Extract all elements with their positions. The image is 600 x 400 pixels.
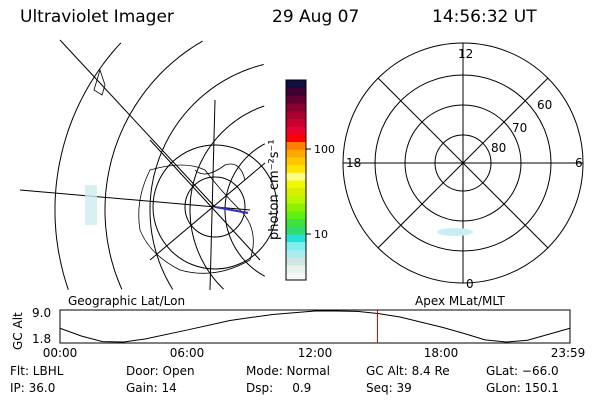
- aurora-emission: [85, 185, 97, 225]
- colorbar-swatch: [286, 156, 306, 166]
- colorbar-swatch: [286, 187, 306, 196]
- auroral-oval: [437, 228, 473, 236]
- x-tick-label: 06:00: [170, 346, 205, 360]
- map-grid-circle: [184, 176, 246, 238]
- colorbar-swatch: [286, 110, 306, 119]
- map-meridian: [209, 99, 216, 291]
- colorbar-swatch: [286, 272, 306, 281]
- gain-info: Gain: 14: [126, 381, 177, 395]
- map-meridian: [59, 39, 216, 208]
- x-tick-label: 00:00: [43, 346, 78, 360]
- colorbar-swatch: [286, 126, 306, 135]
- glon-info: GLon: 150.1: [486, 381, 559, 395]
- colorbar-swatch: [286, 80, 306, 89]
- door-info: Door: Open: [126, 364, 195, 378]
- coastline: [93, 68, 106, 96]
- x-tick-label: 18:00: [424, 346, 459, 360]
- colorbar-swatch: [286, 95, 306, 104]
- time-label: 14:56:32 UT: [432, 7, 537, 27]
- colorbar-swatch: [286, 180, 306, 189]
- filter-info: Flt: LBHL: [10, 364, 64, 378]
- altitude-axis-label: GC Alt: [11, 312, 25, 350]
- x-tick-label: 23:59: [551, 346, 586, 360]
- colorbar-swatch: [286, 133, 306, 143]
- colorbar-swatch: [286, 172, 306, 181]
- map-latitude-arc: [54, 42, 122, 290]
- colorbar-swatch: [286, 264, 306, 273]
- colorbar-unit-label: photon cm⁻²s⁻¹: [267, 139, 282, 240]
- colorbar-swatch: [286, 203, 306, 212]
- colorbar-swatch: [286, 118, 306, 127]
- gc-alt-info: GC Alt: 8.4 Re: [366, 364, 450, 378]
- colorbar-swatch: [286, 87, 306, 96]
- apex-panel-label: Apex MLat/MLT: [415, 294, 505, 308]
- x-tick-label: 12:00: [298, 346, 333, 360]
- date-label: 29 Aug 07: [272, 7, 360, 27]
- colorbar-swatch: [286, 218, 306, 227]
- colorbar-swatch: [286, 103, 306, 112]
- y-tick-label: 1.8: [32, 332, 51, 346]
- mlt-label-6: 6: [575, 156, 583, 170]
- ip-info: IP: 36.0: [10, 381, 56, 395]
- colorbar-tick-label-10: 10: [314, 228, 328, 241]
- colorbar-swatch: [286, 256, 306, 266]
- mlt-label-18: 18: [346, 156, 361, 170]
- colorbar-frame: [285, 79, 307, 281]
- colorbar-swatch: [286, 149, 306, 158]
- coastline: [138, 164, 254, 274]
- polar-plot: [342, 42, 584, 284]
- colorbar-swatch: [286, 249, 306, 258]
- seq-info: Seq: 39: [366, 381, 412, 395]
- colorbar-tick-label-100: 100: [314, 143, 335, 156]
- map-meridian: [149, 139, 261, 261]
- mlt-label-12: 12: [458, 47, 473, 61]
- colorbar-swatch: [286, 233, 306, 243]
- geographic-map: [19, 39, 278, 291]
- map-meridian: [149, 162, 266, 261]
- mode-info: Mode: Normal: [246, 364, 330, 378]
- y-tick-label: 9.0: [32, 306, 51, 320]
- colorbar-swatch: [286, 195, 306, 204]
- mlat-label-70: 70: [512, 121, 527, 135]
- colorbar-swatch: [286, 164, 306, 173]
- mlt-label-0: 0: [466, 277, 474, 291]
- colorbar: [286, 80, 306, 281]
- altitude-plot-frame: [59, 309, 571, 344]
- map-latitude-arc: [224, 143, 266, 277]
- mlat-label-60: 60: [537, 98, 552, 112]
- dsp-info: Dsp: 0.9: [246, 381, 312, 395]
- map-latitude-arc: [149, 64, 264, 290]
- glat-info: GLat: −66.0: [486, 364, 559, 378]
- map-grid-circle: [152, 144, 278, 270]
- mlat-label-80: 80: [491, 141, 506, 155]
- instrument-title: Ultraviolet Imager: [20, 7, 174, 27]
- coastline: [194, 163, 246, 181]
- map-latitude-arc: [104, 40, 203, 290]
- satellite-look-line: [214, 206, 249, 214]
- colorbar-swatch: [286, 141, 306, 150]
- geographic-panel-label: Geographic Lat/Lon: [68, 294, 185, 308]
- colorbar-swatch: [286, 241, 306, 250]
- map-latitude-arc: [189, 105, 265, 290]
- colorbar-swatch: [286, 226, 306, 235]
- colorbar-swatch: [286, 210, 306, 219]
- altitude-series-line: [59, 310, 571, 343]
